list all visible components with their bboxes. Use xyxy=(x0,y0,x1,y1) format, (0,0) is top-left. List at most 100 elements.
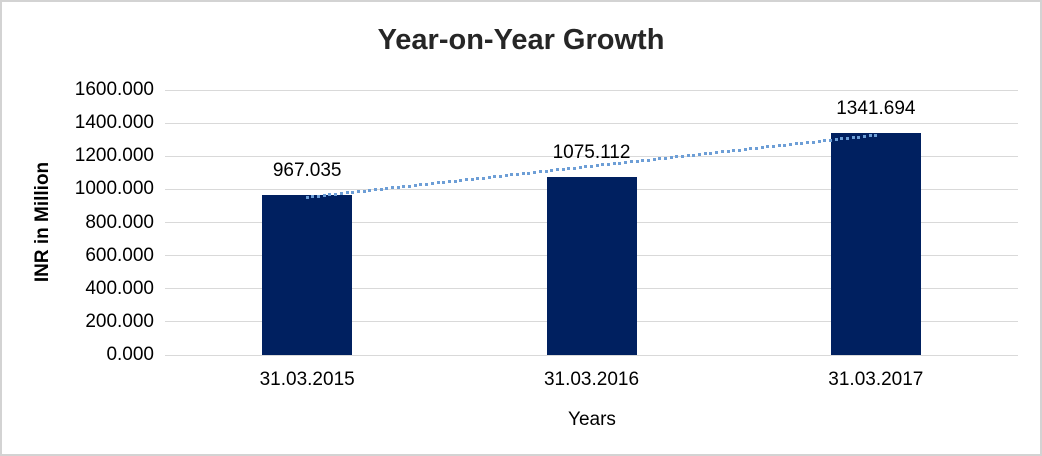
trendline-dot xyxy=(578,165,582,169)
trendline-dot xyxy=(658,157,662,161)
trendline-dot xyxy=(709,151,713,155)
y-tick-label: 0.000 xyxy=(106,344,154,365)
gridline xyxy=(165,122,1018,124)
trendline-dot xyxy=(624,161,628,164)
trendline-dot xyxy=(538,170,542,174)
trendline-dot xyxy=(533,170,537,174)
trendline-dot xyxy=(544,169,548,173)
trendline-dot xyxy=(510,173,514,177)
trendline-dot xyxy=(868,134,872,138)
trendline-dot xyxy=(561,167,565,171)
trendline-dot xyxy=(732,149,736,153)
trendline-dot xyxy=(453,179,457,183)
trendline-dot xyxy=(516,172,520,176)
trendline-dot xyxy=(828,138,832,142)
trendline-dot xyxy=(368,188,372,192)
trendline-dot xyxy=(317,194,320,198)
bar-value-label: 1341.694 xyxy=(836,97,916,119)
trendline-dot xyxy=(641,159,645,163)
trendline-dot xyxy=(737,148,741,152)
x-tick-label: 31.03.2016 xyxy=(543,369,640,390)
trendline-dot xyxy=(521,172,525,176)
y-tick-label: 1200.000 xyxy=(74,145,154,167)
x-axis-title: Years xyxy=(568,409,616,430)
gridline xyxy=(165,89,1018,91)
trendline-dot xyxy=(794,142,798,146)
trendline-dot xyxy=(760,146,764,150)
y-tick-label: 1400.000 xyxy=(74,112,154,134)
trendline-dot xyxy=(726,149,730,153)
x-tick-label: 31.03.2017 xyxy=(828,369,924,390)
trendline-dot xyxy=(783,143,787,147)
trendline-dot xyxy=(379,187,383,191)
trendline-dot xyxy=(789,143,792,146)
trendline-dot xyxy=(470,177,474,181)
trendline-dot xyxy=(720,150,724,154)
trendline-dot xyxy=(595,164,599,168)
gridline xyxy=(165,155,1018,157)
chart-title: Year-on-Year Growth xyxy=(377,24,665,56)
trendline-dot xyxy=(555,168,559,172)
trendline-dot xyxy=(629,160,633,164)
trendline-dot xyxy=(601,163,605,167)
gridline xyxy=(165,354,1018,356)
trendline-dot xyxy=(612,162,616,166)
trendline-dot xyxy=(413,183,417,187)
x-tick-label: 31.03.2015 xyxy=(259,369,355,390)
trendline-dot xyxy=(504,174,508,177)
bar-value-label: 967.035 xyxy=(272,159,342,181)
trendline-dot xyxy=(572,166,576,170)
trendline-dot xyxy=(840,137,844,141)
trendline-dot xyxy=(419,183,423,187)
trendline-dot xyxy=(681,154,684,158)
trendline-dot xyxy=(550,169,554,172)
trendline-dot xyxy=(373,188,377,192)
trendline-dot xyxy=(800,141,804,145)
trendline-dot xyxy=(391,186,394,190)
trendline-dot xyxy=(402,185,406,189)
trendline-dot xyxy=(396,185,400,189)
trendline-dot xyxy=(476,177,480,181)
trendline-dot xyxy=(675,155,679,159)
trendline-dot xyxy=(766,145,770,149)
trendline-dot xyxy=(845,136,849,140)
y-tick-label: 200.000 xyxy=(85,310,154,332)
trendline-dot xyxy=(851,136,855,140)
trendline-dot xyxy=(459,179,463,182)
trendline-dot xyxy=(754,146,758,150)
y-tick-label: 1000.000 xyxy=(74,178,154,200)
bar xyxy=(262,194,353,355)
trendline-dot xyxy=(464,178,468,182)
trendline-dot xyxy=(385,187,389,190)
trendline-dot xyxy=(635,159,639,163)
trendline-dot xyxy=(351,190,355,194)
trendline-dot xyxy=(527,171,531,175)
trendline-dot xyxy=(430,182,434,186)
trendline-dot xyxy=(567,167,571,171)
trendline-dot xyxy=(686,154,690,158)
trendline-dot xyxy=(692,153,696,157)
trendline-dot xyxy=(863,134,866,138)
trendline-dot xyxy=(493,175,497,179)
trendline-dot xyxy=(652,157,656,161)
trendline-dot xyxy=(322,193,326,197)
trendline-dot xyxy=(590,164,593,168)
trendline-dot xyxy=(334,192,338,196)
bar-value-label: 1075.112 xyxy=(552,141,631,163)
trendline-dot xyxy=(715,151,719,154)
trendline-dot xyxy=(743,147,747,151)
trendline-dot xyxy=(646,158,650,162)
trendline-dot xyxy=(823,139,827,143)
bar xyxy=(546,176,637,355)
trendline-dot xyxy=(772,144,775,148)
trendline-dot xyxy=(447,180,451,184)
trendline-dot xyxy=(618,161,622,165)
trendline-dot xyxy=(749,147,753,151)
trendline-dot xyxy=(817,139,821,143)
trendline-dot xyxy=(345,191,349,195)
trendline-dot xyxy=(834,138,838,141)
trendline-dot xyxy=(811,140,815,144)
trendline-dot xyxy=(482,176,485,180)
trendline-dot xyxy=(663,156,667,160)
